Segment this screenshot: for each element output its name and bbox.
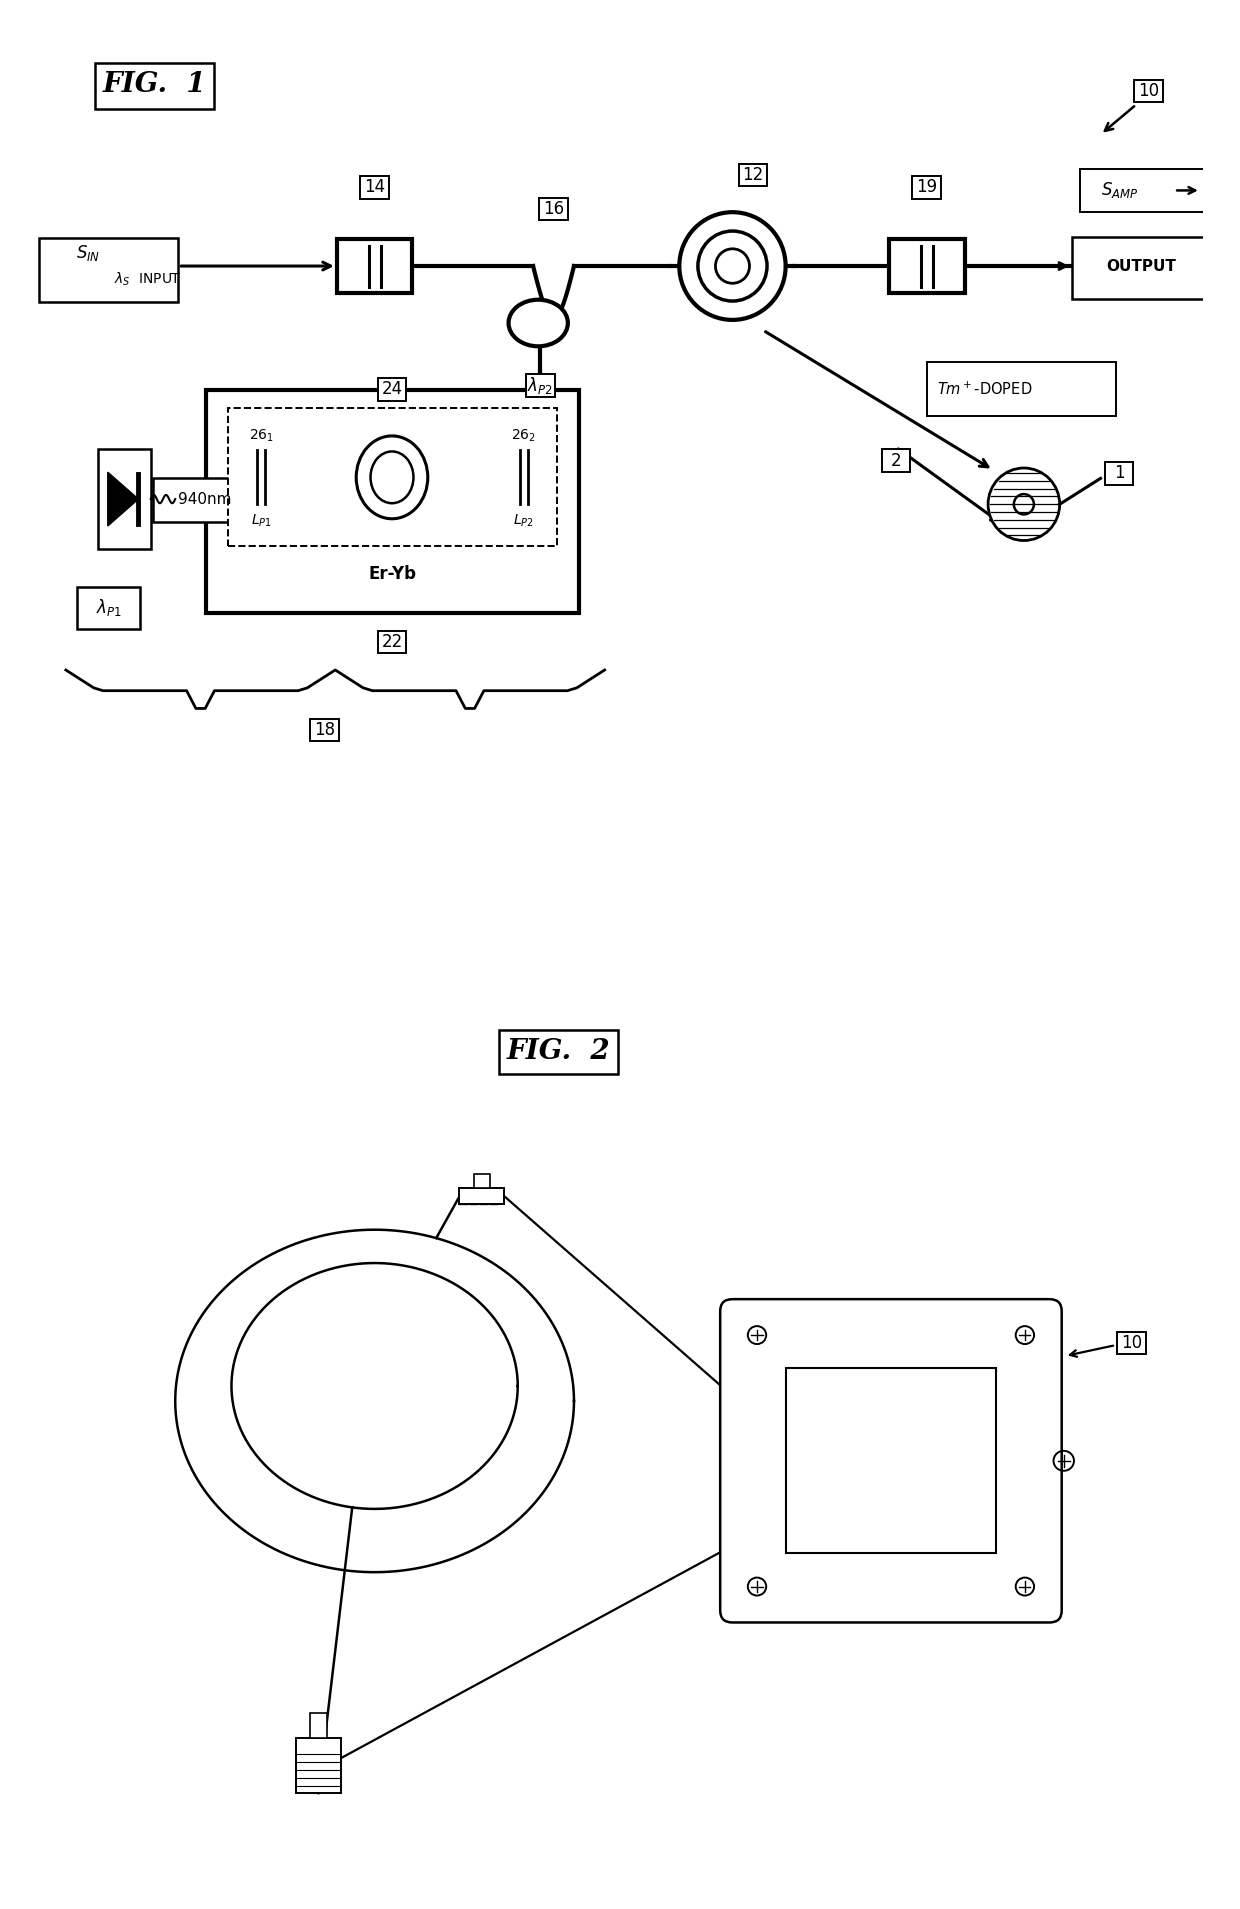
FancyBboxPatch shape xyxy=(98,449,151,548)
Text: OUTPUT: OUTPUT xyxy=(1106,258,1177,273)
Polygon shape xyxy=(108,472,139,527)
Text: $\lambda_{P1}$: $\lambda_{P1}$ xyxy=(95,598,122,619)
FancyBboxPatch shape xyxy=(526,374,554,397)
FancyBboxPatch shape xyxy=(378,378,407,401)
FancyBboxPatch shape xyxy=(310,718,339,741)
FancyBboxPatch shape xyxy=(889,239,965,292)
Text: 22: 22 xyxy=(382,634,403,651)
Text: FIG.  2: FIG. 2 xyxy=(507,1038,610,1065)
Text: 19: 19 xyxy=(916,178,937,197)
Text: 2: 2 xyxy=(890,452,901,470)
FancyBboxPatch shape xyxy=(361,176,389,199)
FancyBboxPatch shape xyxy=(539,199,568,220)
FancyBboxPatch shape xyxy=(1105,462,1133,485)
Text: $Tm^+$-DOPED: $Tm^+$-DOPED xyxy=(937,380,1033,397)
FancyBboxPatch shape xyxy=(296,1739,341,1793)
Ellipse shape xyxy=(356,435,428,519)
FancyBboxPatch shape xyxy=(1117,1332,1146,1353)
Text: $\lambda_S$  INPUT: $\lambda_S$ INPUT xyxy=(114,271,181,288)
FancyBboxPatch shape xyxy=(153,479,257,521)
FancyBboxPatch shape xyxy=(739,164,768,187)
FancyBboxPatch shape xyxy=(913,176,941,199)
Text: 10: 10 xyxy=(1138,82,1159,99)
Text: $S_{AMP}$: $S_{AMP}$ xyxy=(1101,181,1138,200)
FancyBboxPatch shape xyxy=(1071,237,1211,300)
FancyBboxPatch shape xyxy=(40,239,179,302)
Text: 12: 12 xyxy=(743,166,764,183)
Ellipse shape xyxy=(371,451,413,504)
FancyBboxPatch shape xyxy=(206,389,579,613)
Text: 14: 14 xyxy=(365,178,386,197)
FancyBboxPatch shape xyxy=(77,588,140,628)
FancyBboxPatch shape xyxy=(926,363,1116,416)
Text: $L_{P1}$: $L_{P1}$ xyxy=(250,514,272,529)
Text: 1: 1 xyxy=(1114,464,1125,483)
FancyBboxPatch shape xyxy=(720,1300,1061,1623)
FancyBboxPatch shape xyxy=(228,409,557,546)
Circle shape xyxy=(988,468,1060,540)
Text: 10: 10 xyxy=(1121,1334,1142,1352)
Text: FIG.  1: FIG. 1 xyxy=(103,71,207,97)
Ellipse shape xyxy=(508,300,568,346)
FancyBboxPatch shape xyxy=(95,63,215,109)
Text: $26_1$: $26_1$ xyxy=(248,428,274,445)
FancyBboxPatch shape xyxy=(1135,80,1163,103)
Text: 18: 18 xyxy=(314,722,335,739)
FancyBboxPatch shape xyxy=(474,1174,490,1189)
FancyBboxPatch shape xyxy=(460,1189,505,1205)
Text: $S_{IN}$: $S_{IN}$ xyxy=(76,242,100,263)
Text: 16: 16 xyxy=(543,200,564,218)
Text: Er-Yb: Er-Yb xyxy=(368,565,417,582)
Text: 24: 24 xyxy=(382,380,403,399)
Text: $L_{P2}$: $L_{P2}$ xyxy=(513,514,534,529)
FancyBboxPatch shape xyxy=(378,630,407,653)
Text: 940nm: 940nm xyxy=(179,493,232,506)
FancyBboxPatch shape xyxy=(337,239,413,292)
FancyBboxPatch shape xyxy=(500,1029,618,1073)
FancyBboxPatch shape xyxy=(882,449,910,472)
Text: $26_2$: $26_2$ xyxy=(511,428,537,445)
FancyBboxPatch shape xyxy=(310,1712,326,1739)
FancyBboxPatch shape xyxy=(786,1369,996,1552)
FancyBboxPatch shape xyxy=(1080,168,1205,212)
Text: $\lambda_{P2}$: $\lambda_{P2}$ xyxy=(527,374,553,395)
